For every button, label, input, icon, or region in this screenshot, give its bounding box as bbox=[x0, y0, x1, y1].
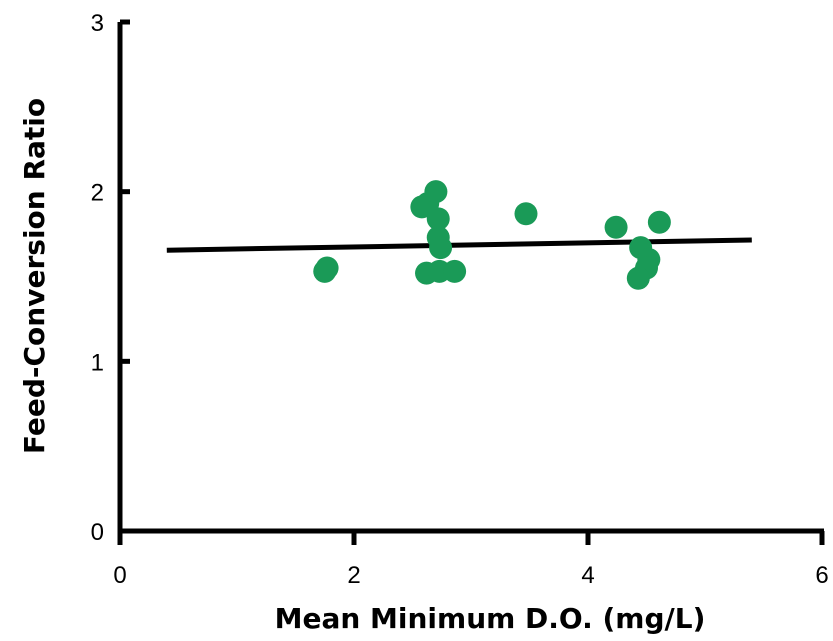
y-axis-title: Feed-Conversion Ratio bbox=[18, 98, 51, 454]
y-tick-label: 0 bbox=[91, 519, 104, 546]
data-point bbox=[626, 266, 650, 290]
x-tick-label: 4 bbox=[581, 562, 594, 589]
data-point bbox=[315, 256, 339, 280]
y-tick-label: 3 bbox=[91, 10, 104, 37]
data-point bbox=[429, 236, 453, 260]
data-point bbox=[604, 215, 628, 239]
data-point bbox=[443, 259, 467, 283]
x-tick-label: 0 bbox=[113, 562, 126, 589]
x-tick-label: 2 bbox=[347, 562, 360, 589]
data-point bbox=[426, 207, 450, 231]
y-tick-label: 2 bbox=[91, 180, 104, 207]
data-point bbox=[424, 180, 448, 204]
x-axis-title: Mean Minimum D.O. (mg/L) bbox=[275, 602, 706, 635]
data-point bbox=[514, 202, 538, 226]
data-point bbox=[647, 210, 671, 234]
x-tick-label: 6 bbox=[815, 562, 828, 589]
y-tick-label: 1 bbox=[91, 349, 104, 376]
trend-line bbox=[166, 237, 752, 253]
